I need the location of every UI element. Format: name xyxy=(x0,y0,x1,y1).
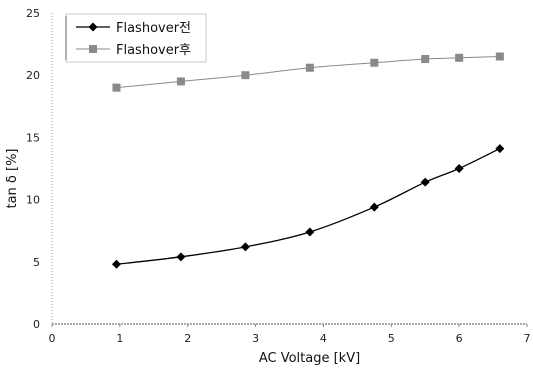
data-point xyxy=(241,71,250,80)
data-point xyxy=(111,259,121,269)
data-point xyxy=(369,202,379,212)
x-tick-label: 4 xyxy=(320,332,327,345)
legend-marker xyxy=(88,22,98,32)
legend: Flashover전 Flashover후 xyxy=(65,13,207,63)
data-point xyxy=(176,77,185,86)
x-tick-label: 1 xyxy=(116,332,123,345)
series-2 xyxy=(112,52,504,92)
data-point xyxy=(420,177,430,187)
data-point xyxy=(240,242,250,252)
x-tick-label: 6 xyxy=(456,332,463,345)
data-point xyxy=(305,63,314,72)
data-point xyxy=(495,52,504,61)
x-tick-label: 5 xyxy=(388,332,395,345)
data-point xyxy=(455,53,464,62)
series-group xyxy=(111,52,505,269)
x-tick-label: 0 xyxy=(49,332,56,345)
series-line xyxy=(116,148,501,265)
x-tick-label: 2 xyxy=(184,332,191,345)
legend-marker xyxy=(89,45,97,53)
legend-entry: Flashover후 xyxy=(76,43,191,58)
data-point xyxy=(421,55,430,64)
axes xyxy=(51,13,527,325)
legend-box xyxy=(65,13,207,63)
y-tick-label: 5 xyxy=(33,256,40,269)
data-point xyxy=(370,58,379,67)
y-tick-label: 15 xyxy=(26,131,40,144)
x-axis-title: AC Voltage [kV] xyxy=(259,351,360,366)
data-point xyxy=(176,252,186,262)
legend-entry: Flashover전 xyxy=(76,21,191,36)
data-point xyxy=(112,83,121,92)
data-point xyxy=(495,144,505,154)
y-tick-label: 25 xyxy=(26,7,40,20)
x-tick-labels: 0 1 2 3 4 5 6 7 xyxy=(49,324,531,345)
y-tick-labels: 0 5 10 15 20 25 xyxy=(26,7,40,331)
data-point xyxy=(454,164,464,173)
legend-label: Flashover후 xyxy=(116,43,191,58)
y-axis-title: tan δ [%] xyxy=(5,148,20,208)
x-tick-label: 7 xyxy=(524,332,531,345)
y-tick-label: 10 xyxy=(26,194,40,207)
series-1 xyxy=(111,144,505,269)
legend-label: Flashover전 xyxy=(116,21,191,36)
x-tick-label: 3 xyxy=(252,332,259,345)
y-tick-label: 20 xyxy=(26,69,40,82)
data-point xyxy=(305,227,315,237)
y-tick-label: 0 xyxy=(33,318,40,331)
